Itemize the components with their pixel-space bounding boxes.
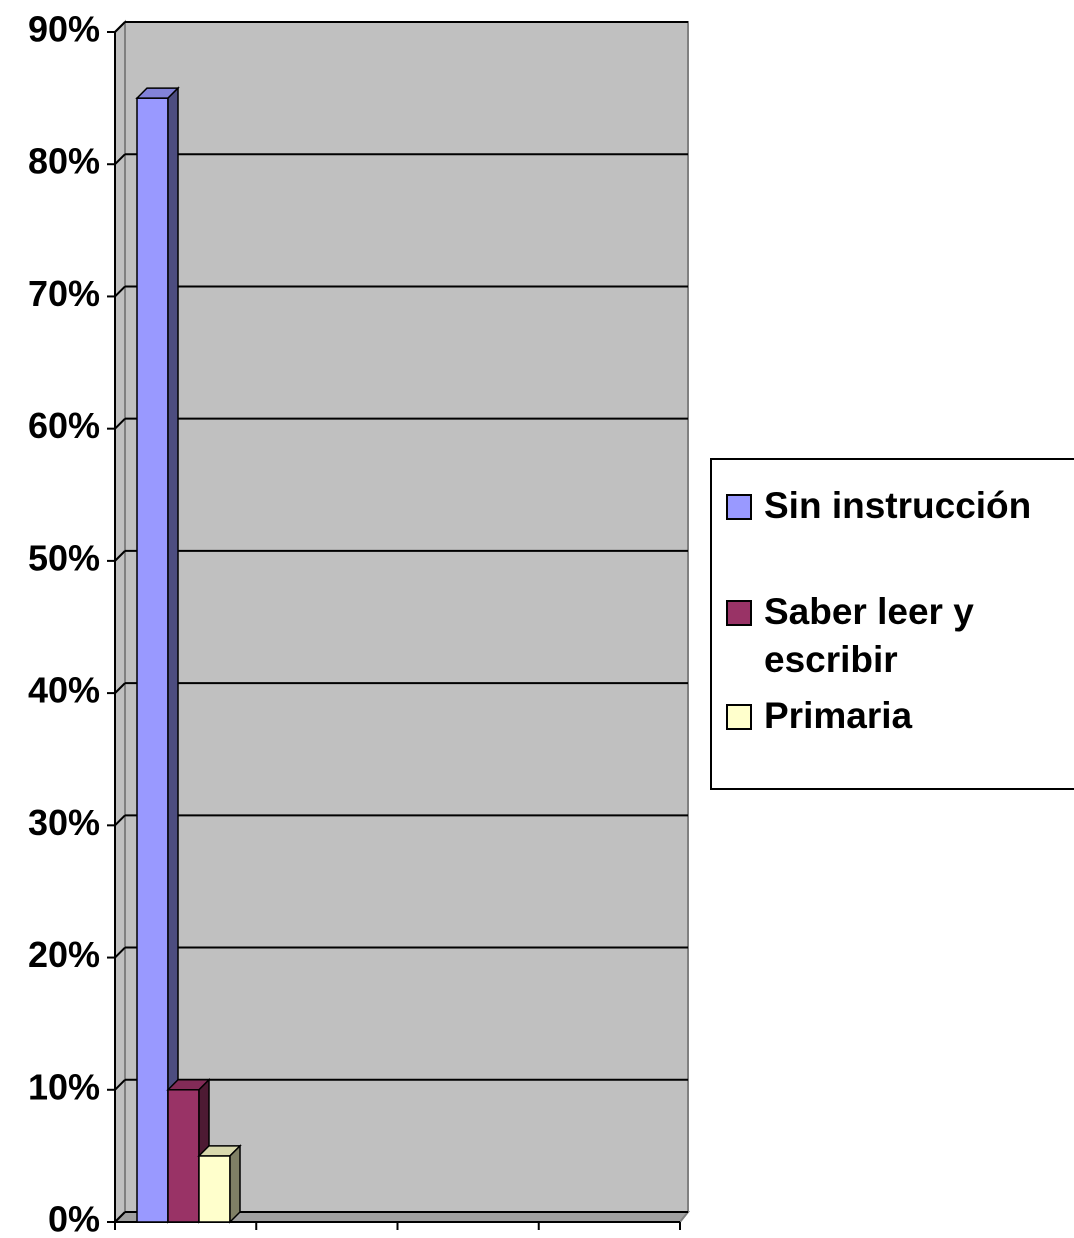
back-wall <box>124 21 689 1213</box>
y-tick-label: 0% <box>48 1199 100 1238</box>
legend: Sin instrucción Saber leer y escribir Prim… <box>710 458 1074 790</box>
bar-front <box>167 1089 200 1223</box>
legend-item: Saber leer y escribir <box>726 588 1071 684</box>
legend-swatch <box>726 600 752 626</box>
y-tick-label: 50% <box>28 537 100 578</box>
legend-label: Sin instrucción <box>764 485 1032 526</box>
legend-label: Saber leer y escribir <box>764 591 974 680</box>
y-tick-label: 10% <box>28 1066 100 1107</box>
grid-line <box>114 814 126 827</box>
grid-line <box>114 550 126 562</box>
bar-side <box>167 86 179 1224</box>
grid-line <box>114 153 126 165</box>
bar-side <box>229 1144 241 1224</box>
legend-item: Primaria <box>726 692 1071 740</box>
y-tick-label: 20% <box>28 934 100 975</box>
y-tick-label: 70% <box>28 273 100 314</box>
legend-swatch <box>726 494 752 520</box>
bar-front <box>136 97 169 1223</box>
y-tick-label: 30% <box>28 802 100 843</box>
grid-line <box>114 21 126 33</box>
grid-line <box>114 1211 126 1223</box>
legend-label: Primaria <box>764 695 913 736</box>
legend-item: Sin instrucción <box>726 482 1071 530</box>
grid-line <box>114 682 126 694</box>
bar <box>135 86 180 1224</box>
bar <box>197 1144 242 1224</box>
grid-line <box>114 285 126 298</box>
y-tick-label: 90% <box>28 9 100 50</box>
y-tick-label: 60% <box>28 405 100 446</box>
legend-swatch <box>726 704 752 730</box>
bar-front <box>198 1155 231 1223</box>
grid-line <box>114 946 126 959</box>
grid-line <box>114 1079 126 1091</box>
grid-line <box>114 417 126 430</box>
y-tick-label: 40% <box>28 670 100 711</box>
side-wall <box>114 19 126 1225</box>
y-tick-label: 80% <box>28 141 100 182</box>
